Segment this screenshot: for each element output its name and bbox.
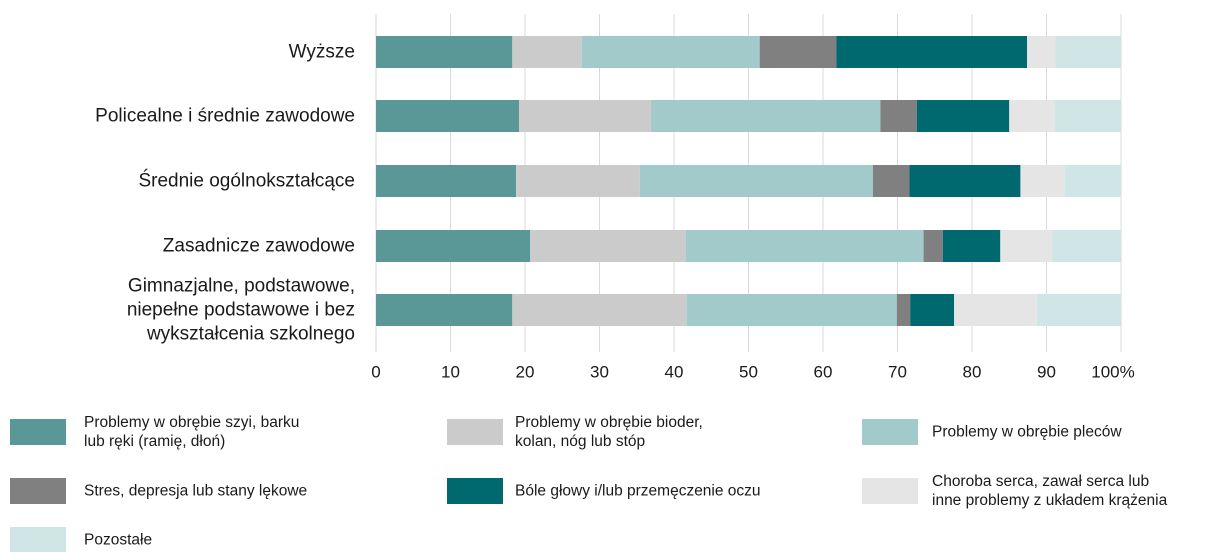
- bar-segment: [1020, 165, 1065, 197]
- legend-label: Pozostałe: [84, 532, 152, 549]
- bar-segment: [872, 165, 910, 197]
- x-tick-label: 60: [814, 363, 833, 382]
- bar-segment: [685, 230, 924, 262]
- legend-label: Stres, depresja lub stany lękowe: [84, 483, 307, 500]
- category-labels: Wyższe Policealne i średnie zawodowe Średn…: [95, 42, 355, 345]
- category-label: Średnie ogólnokształcące: [138, 170, 355, 192]
- legend-label: inne problemy z układem krążenia: [932, 492, 1168, 509]
- legend-label: Problemy w obrębie bioder,: [515, 414, 703, 431]
- bar-segment: [376, 165, 517, 197]
- bar-segment: [954, 294, 1037, 326]
- x-tick-label: 80: [963, 363, 982, 382]
- bar-segment: [376, 230, 531, 262]
- bar-segment: [759, 36, 837, 68]
- category-label: Policealne i średnie zawodowe: [95, 106, 355, 127]
- bar-segment: [512, 36, 582, 68]
- bar-segment: [1052, 230, 1121, 262]
- bar-segment: [519, 100, 651, 132]
- bar-segment: [512, 294, 687, 326]
- bar-segment: [376, 294, 513, 326]
- bar-segment: [516, 165, 640, 197]
- legend-label: lub ręki (ramię, dłoń): [84, 433, 225, 450]
- bar-segment: [896, 294, 911, 326]
- legend-swatch: [447, 478, 503, 504]
- legend-swatch: [10, 527, 66, 552]
- x-tick-label: 0: [371, 363, 380, 382]
- legend-label: kolan, nóg lub stóp: [515, 433, 645, 450]
- bar-segment: [650, 100, 881, 132]
- category-label: niepełne podstawowe i bez: [127, 300, 355, 321]
- category-label: Gimnazjalne, podstawowe,: [128, 276, 355, 297]
- x-tick-label: 100%: [1091, 363, 1134, 382]
- x-tick-label: 40: [665, 363, 684, 382]
- bar-segment: [910, 294, 955, 326]
- bar-segment: [942, 230, 1001, 262]
- bar-segment: [923, 230, 943, 262]
- bar-series: [376, 36, 1121, 326]
- x-tick-label: 20: [516, 363, 535, 382]
- bar-segment: [376, 100, 520, 132]
- bar-segment: [1000, 230, 1053, 262]
- bar-segment: [1009, 100, 1055, 132]
- x-axis-tick-labels: 0 10 20 30 40 50 60 70 80 90 100%: [371, 363, 1134, 382]
- category-label: Zasadnicze zawodowe: [163, 236, 355, 257]
- legend-swatch: [10, 419, 66, 445]
- legend-label: Problemy w obrębie szyi, barku: [84, 414, 299, 431]
- x-tick-label: 70: [888, 363, 907, 382]
- bar-segment: [1064, 165, 1121, 197]
- bar-segment: [909, 165, 1021, 197]
- legend-swatch: [447, 419, 503, 445]
- legend-swatch: [862, 478, 918, 504]
- legend-swatch: [862, 419, 918, 445]
- legend-label: Bóle głowy i/lub przemęczenie oczu: [515, 483, 761, 500]
- legend: Problemy w obrębie szyi, barku lub ręki (…: [10, 414, 1168, 552]
- bar-segment: [880, 100, 917, 132]
- legend-label: Choroba serca, zawał serca lub: [932, 473, 1149, 490]
- x-tick-label: 90: [1037, 363, 1056, 382]
- bar-segment: [1036, 294, 1121, 326]
- bar-segment: [836, 36, 1028, 68]
- legend-swatch: [10, 478, 66, 504]
- bar-segment: [581, 36, 760, 68]
- bar-segment: [1054, 100, 1121, 132]
- bar-segment: [686, 294, 897, 326]
- x-tick-label: 10: [441, 363, 460, 382]
- bar-segment: [530, 230, 686, 262]
- bar-segment: [916, 100, 1010, 132]
- x-tick-label: 50: [739, 363, 758, 382]
- bar-segment: [639, 165, 873, 197]
- category-label: Wyższe: [289, 42, 355, 63]
- bar-segment: [376, 36, 513, 68]
- bar-segment: [1027, 36, 1056, 68]
- x-tick-label: 30: [590, 363, 609, 382]
- legend-label: Problemy w obrębie pleców: [932, 424, 1122, 441]
- category-label: wykształcenia szkolnego: [146, 324, 355, 345]
- bar-segment: [1055, 36, 1121, 68]
